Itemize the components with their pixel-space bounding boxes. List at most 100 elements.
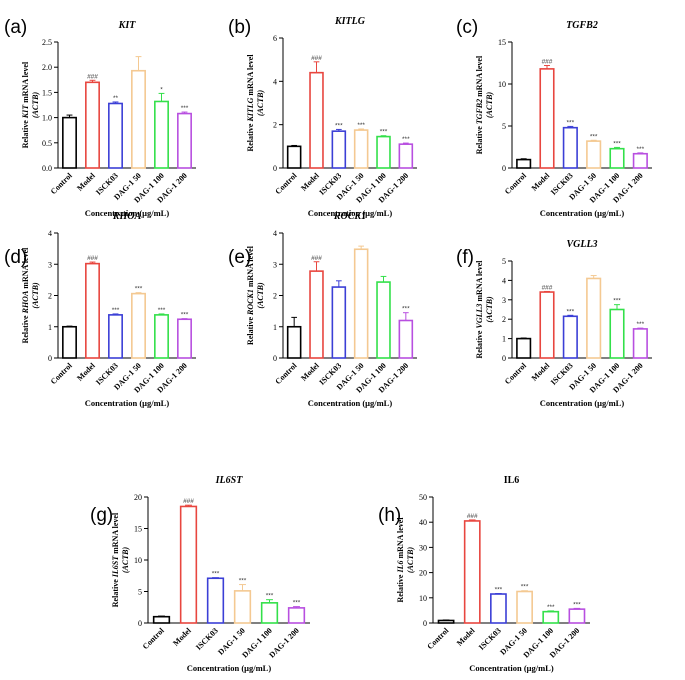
chart-title: VGLL3	[566, 239, 597, 250]
y-axis-label-part: IL6	[396, 561, 405, 574]
y-axis-label-part: Relative	[246, 315, 255, 345]
y-tick-label: 1	[502, 335, 506, 344]
y-tick-label: 2	[502, 315, 506, 324]
x-axis-label: Concentration (μg/mL)	[85, 398, 170, 408]
bar	[260, 602, 279, 624]
significance-mark: ***	[112, 307, 120, 314]
y-tick-label: 3	[502, 296, 506, 305]
y-axis-label-part: KITLG	[246, 97, 255, 122]
bar	[152, 615, 171, 624]
chart-title: ROCK1	[333, 211, 366, 222]
y-tick-label: 4	[273, 229, 277, 238]
significance-mark: ***	[181, 105, 189, 112]
significance-mark: ***	[402, 306, 410, 313]
bar	[632, 152, 648, 169]
y-tick-label: 0	[138, 619, 142, 628]
category-label: ISCK03	[477, 626, 503, 652]
y-tick-label: 2	[273, 292, 277, 301]
category-label: Control	[49, 361, 75, 387]
category-label: Control	[273, 361, 299, 387]
y-tick-label: 4	[502, 276, 506, 285]
y-tick-label: 2.0	[42, 63, 52, 72]
y-tick-label: 0	[273, 164, 277, 173]
bar	[177, 318, 192, 359]
bar	[632, 328, 648, 359]
bar	[286, 325, 302, 359]
bar	[353, 248, 369, 359]
significance-mark: ###	[542, 284, 553, 291]
y-axis-label-part: mRNA level	[396, 517, 405, 561]
y-axis-label-part: mRNA level	[246, 245, 255, 289]
category-label: Model	[455, 626, 477, 648]
x-axis-label: Concentration (μg/mL)	[540, 208, 625, 218]
bar	[206, 577, 225, 624]
y-tick-label: 2	[273, 121, 277, 130]
y-tick-label: 20	[419, 569, 427, 578]
y-axis-label: Relative KITLG mRNA level	[246, 54, 255, 152]
bar	[562, 315, 578, 359]
significance-mark: ***	[158, 307, 166, 314]
y-tick-label: 1.5	[42, 88, 52, 97]
chart-title: IL6ST	[215, 475, 244, 486]
significance-mark: ***	[495, 587, 503, 594]
bar	[376, 135, 391, 169]
chart-panel: (e) ROCK1 0 1 2 3 4 Relative ROCK1 mRNA level(A…	[228, 211, 417, 408]
y-axis-label-part: VGLL3	[475, 304, 484, 329]
y-axis-label-part: mRNA level	[475, 260, 484, 304]
chart-panel: (b) KITLG 0 2 4 6 Relative KITLG mRNA level(AC…	[228, 16, 417, 218]
significance-mark: ***	[357, 122, 365, 129]
bar	[131, 292, 146, 359]
x-axis-label: Concentration (μg/mL)	[187, 663, 272, 673]
significance-mark: ###	[183, 498, 194, 505]
panel-label: (a)	[4, 17, 27, 38]
significance-mark: ***	[590, 133, 598, 140]
panel-label: (c)	[456, 17, 478, 38]
y-axis-label-part: KIT	[21, 104, 30, 119]
chart-panel: (c) TGFB2 0 5 10 15 Relative TGFB2 mRNA level(…	[456, 17, 652, 218]
y-tick-label: 1	[273, 323, 277, 332]
significance-mark: ***	[567, 119, 575, 126]
bar	[179, 505, 198, 624]
bar	[177, 112, 192, 169]
significance-mark: ***	[547, 604, 555, 611]
y-tick-label: 2	[48, 292, 52, 301]
x-axis-label: Concentration (μg/mL)	[469, 663, 554, 673]
bar	[516, 158, 532, 169]
y-axis-label-part: mRNA level	[21, 247, 30, 291]
bar	[516, 337, 532, 359]
y-tick-label: 3	[48, 260, 52, 269]
y-tick-label: 50	[419, 493, 427, 502]
y-tick-label: 30	[419, 543, 427, 552]
y-tick-label: 5	[138, 588, 142, 597]
y-axis-label-part: IL6ST	[111, 555, 120, 578]
significance-mark: ***	[567, 308, 575, 315]
bar	[586, 277, 602, 359]
y-tick-label: 0	[502, 354, 506, 363]
y-tick-label: 0	[502, 164, 506, 173]
bar	[309, 71, 324, 169]
bar	[108, 314, 123, 359]
y-tick-label: 0.0	[42, 164, 52, 173]
x-axis-label: Concentration (μg/mL)	[540, 398, 625, 408]
significance-mark: **	[113, 95, 119, 102]
y-tick-label: 5	[502, 122, 506, 131]
panel-label: (b)	[228, 17, 251, 38]
bar	[233, 590, 252, 624]
x-axis-label: Concentration (μg/mL)	[308, 208, 393, 218]
chart-panel: (f) VGLL3 0 1 2 3 4 5 Relative VGLL3 mRNA level(…	[456, 239, 652, 408]
y-axis-label-part: RHOA	[21, 290, 30, 314]
panel-label: (g)	[90, 505, 113, 526]
significance-mark: ###	[87, 255, 98, 262]
y-axis-label-part: Relative	[246, 122, 255, 152]
chart-title: RHOA	[112, 211, 142, 222]
y-tick-label: 3	[273, 260, 277, 269]
y-axis-label: Relative ROCK1 mRNA level	[246, 245, 255, 345]
chart-title: KITLG	[334, 16, 366, 27]
bar	[398, 319, 414, 359]
y-tick-label: 0	[423, 619, 427, 628]
chart-title: KIT	[118, 20, 137, 31]
significance-mark: ***	[212, 571, 220, 578]
bar	[62, 325, 77, 359]
bar	[131, 69, 146, 169]
